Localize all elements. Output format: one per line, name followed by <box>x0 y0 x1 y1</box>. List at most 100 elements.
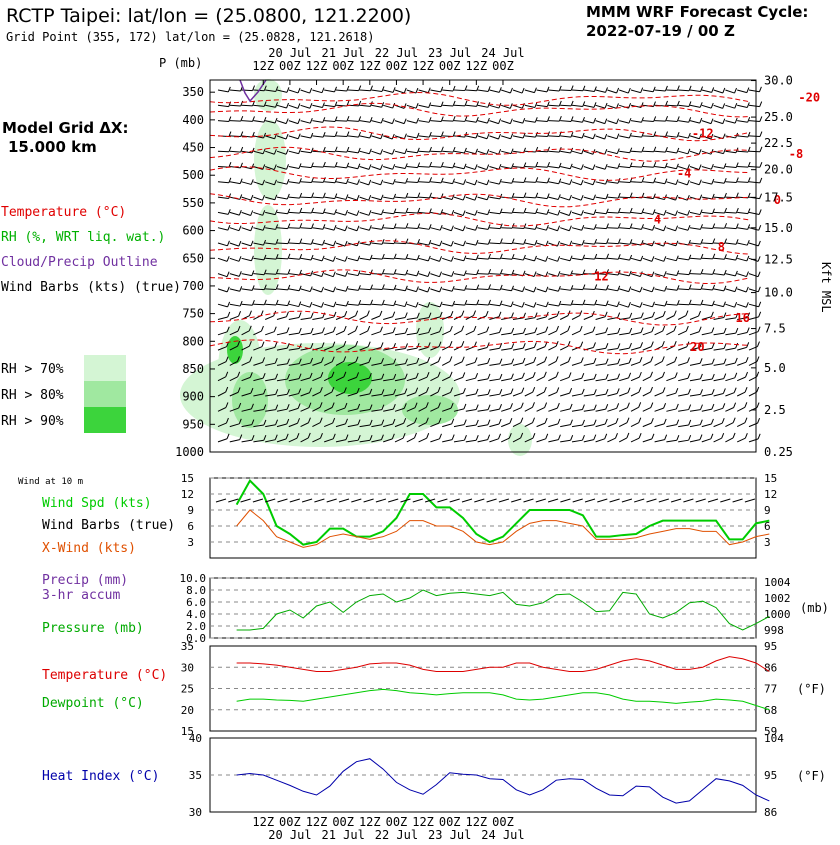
wind-barb <box>418 239 432 246</box>
wind-barb <box>418 87 431 94</box>
pressure-tick-label: 750 <box>182 307 204 321</box>
wind-barb <box>359 404 373 412</box>
wind-barb <box>630 433 642 443</box>
wind-barb <box>595 388 609 397</box>
wind-barb <box>583 102 597 108</box>
wind-barb <box>583 133 596 140</box>
wind-barb <box>430 286 443 293</box>
wind-barb <box>595 269 609 275</box>
wind-barb <box>477 284 492 290</box>
wind-barb <box>383 311 396 320</box>
wind-barb <box>406 147 420 154</box>
surface-wind-barb <box>744 498 756 503</box>
temperature-label: Temperature (°C) <box>42 668 167 683</box>
wind-barb <box>548 209 561 216</box>
wind-barb <box>536 131 550 138</box>
temperature-series-line <box>236 656 770 672</box>
wind-barb <box>501 238 515 245</box>
wind-barb <box>430 341 442 351</box>
wind-barb <box>489 253 503 260</box>
wind-barb <box>442 402 454 412</box>
wind-barb <box>595 311 608 320</box>
wind-barb <box>241 300 255 306</box>
wind-barb <box>217 146 232 153</box>
wind-barb <box>477 102 491 108</box>
wind-barb <box>654 285 668 292</box>
wind-barb <box>300 372 313 382</box>
wind-barb <box>335 146 350 153</box>
wind-barb <box>489 311 502 320</box>
wind-barb <box>666 403 679 412</box>
wind-barb <box>630 146 645 153</box>
temperature-tick-left: 15 <box>181 725 194 738</box>
surface-wind-barb <box>720 498 731 503</box>
wind-barb <box>217 402 229 412</box>
wind-barb <box>276 133 289 140</box>
wind-barb <box>489 403 502 412</box>
wind-barb <box>477 434 491 443</box>
wind-barb <box>524 371 536 382</box>
wind-barb <box>406 192 421 199</box>
wind-barb <box>359 435 373 443</box>
rh-shading <box>232 372 268 428</box>
wind-barb <box>642 225 656 231</box>
surface-wind-barb <box>670 498 682 503</box>
wind-barb <box>406 132 420 139</box>
wind-barb <box>571 132 585 139</box>
temperature-tick-right: 95 <box>764 640 777 653</box>
time-tick-label-bottom: 12Z <box>465 815 487 829</box>
wind-barb <box>217 224 231 231</box>
wind-barb <box>501 403 513 412</box>
wind-barb <box>560 299 574 306</box>
wind-barb <box>642 371 653 382</box>
wind-barb <box>383 284 397 291</box>
temperature-contour <box>209 166 751 181</box>
wind-barb <box>453 299 468 306</box>
wind-barb <box>501 103 513 109</box>
wind-barb <box>748 286 761 293</box>
wind-barb <box>465 101 480 107</box>
wind-barb <box>666 372 678 382</box>
wind-barb <box>241 341 252 351</box>
wind-barb <box>335 402 348 412</box>
wind-barb <box>442 434 455 443</box>
temperature-contour <box>209 212 751 227</box>
wind-barb <box>595 253 610 260</box>
wind-barb <box>442 100 456 107</box>
wind-barb <box>571 117 585 123</box>
wind-barb <box>253 404 267 412</box>
wind-barb <box>583 299 598 306</box>
wind-barb <box>489 87 502 93</box>
wind-barb <box>524 117 538 123</box>
wind-barb <box>335 194 349 200</box>
wind-barb <box>229 286 243 292</box>
wind-barb <box>595 358 609 366</box>
date-label-top: 20 Jul <box>268 46 311 60</box>
wind-barb <box>666 325 677 336</box>
wind-barb <box>619 207 633 214</box>
wind-barb <box>666 147 680 154</box>
wind-barb <box>265 342 278 351</box>
wind-barb <box>276 327 290 336</box>
wind-barb <box>701 223 716 230</box>
temperature-tick-left: 20 <box>181 704 194 717</box>
wind-barb <box>241 179 254 185</box>
wind-barb <box>595 284 609 291</box>
wind-barb <box>654 356 665 366</box>
wind-barb <box>619 192 633 199</box>
time-tick-label-bottom: 00Z <box>439 815 461 829</box>
wind-barb <box>619 132 632 139</box>
wind-barb <box>347 419 361 428</box>
wind-barb <box>701 269 716 275</box>
wind-barb <box>359 85 373 92</box>
wind-barb <box>583 389 597 397</box>
wind-barb <box>335 325 347 336</box>
wind-barb <box>453 356 465 366</box>
time-tick-label-bottom: 00Z <box>332 815 354 829</box>
wind-barb <box>701 238 716 245</box>
rh90-label: RH > 90% <box>1 414 64 429</box>
wind-barb <box>453 403 467 412</box>
wind-barb <box>406 103 419 109</box>
wind-barb <box>347 434 361 443</box>
wind-barb <box>335 209 348 216</box>
